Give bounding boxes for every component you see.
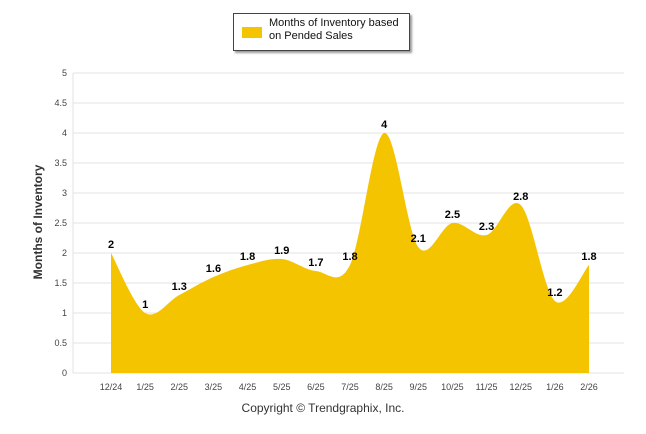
y-tick-label: 0 [62, 368, 67, 378]
x-tick-label: 5/25 [273, 382, 291, 392]
y-tick-label: 4 [62, 128, 67, 138]
y-tick-label: 3 [62, 188, 67, 198]
x-tick-label: 4/25 [239, 382, 257, 392]
y-tick-label: 1.5 [54, 278, 67, 288]
y-axis-label: Months of Inventory [31, 164, 45, 279]
x-tick-label: 8/25 [375, 382, 393, 392]
copyright-text: Copyright © Trendgraphix, Inc. [241, 401, 405, 415]
x-tick-label: 2/25 [171, 382, 189, 392]
x-tick-label: 9/25 [410, 382, 428, 392]
data-label: 2 [108, 239, 114, 251]
data-label: 2.5 [445, 209, 460, 221]
y-tick-label: 4.5 [54, 98, 67, 108]
x-tick-label: 12/25 [509, 382, 532, 392]
y-tick-label: 2 [62, 248, 67, 258]
x-tick-label: 2/26 [580, 382, 598, 392]
data-label: 1.8 [581, 251, 596, 263]
data-label: 1.3 [172, 281, 187, 293]
x-tick-label: 7/25 [341, 382, 359, 392]
data-labels: 2 1 1.3 1.6 1.8 1.9 1.7 1.8 4 2.1 2.5 2.3 2.8 1.2 1.8 [108, 119, 597, 311]
y-tick-label: 1 [62, 308, 67, 318]
data-label: 1.2 [547, 287, 562, 299]
data-label: 1.8 [240, 251, 255, 263]
x-tick-label: 10/25 [441, 382, 464, 392]
x-tick-label: 11/25 [476, 382, 498, 392]
x-tick-label: 1/26 [546, 382, 564, 392]
x-tick-label: 3/25 [205, 382, 223, 392]
legend-label: Months of Inventory based on Pended Sale… [269, 17, 399, 42]
y-axis-ticks: 0 0.5 1 1.5 2 2.5 3 3.5 4 4.5 5 [54, 68, 67, 378]
y-tick-label: 3.5 [54, 158, 67, 168]
x-axis-ticks: 12/24 1/25 2/25 3/25 4/25 5/25 6/25 7/25 8/25 9/2… [100, 382, 598, 392]
data-label: 2.3 [479, 221, 494, 233]
x-tick-label: 6/25 [307, 382, 325, 392]
area-series [111, 132, 589, 373]
legend: Months of Inventory based on Pended Sale… [233, 13, 410, 51]
data-label: 1.8 [342, 251, 357, 263]
x-tick-label: 12/24 [100, 382, 123, 392]
y-tick-label: 2.5 [54, 218, 67, 228]
y-tick-label: 0.5 [54, 338, 67, 348]
legend-swatch [242, 27, 262, 38]
y-tick-label: 5 [62, 68, 67, 78]
data-label: 1 [142, 299, 148, 311]
data-label: 1.9 [274, 245, 289, 257]
data-label: 1.6 [206, 263, 221, 275]
x-tick-label: 1/25 [136, 382, 154, 392]
data-label: 2.1 [411, 233, 426, 245]
data-label: 2.8 [513, 191, 528, 203]
data-label: 1.7 [308, 257, 323, 269]
data-label: 4 [381, 119, 388, 131]
